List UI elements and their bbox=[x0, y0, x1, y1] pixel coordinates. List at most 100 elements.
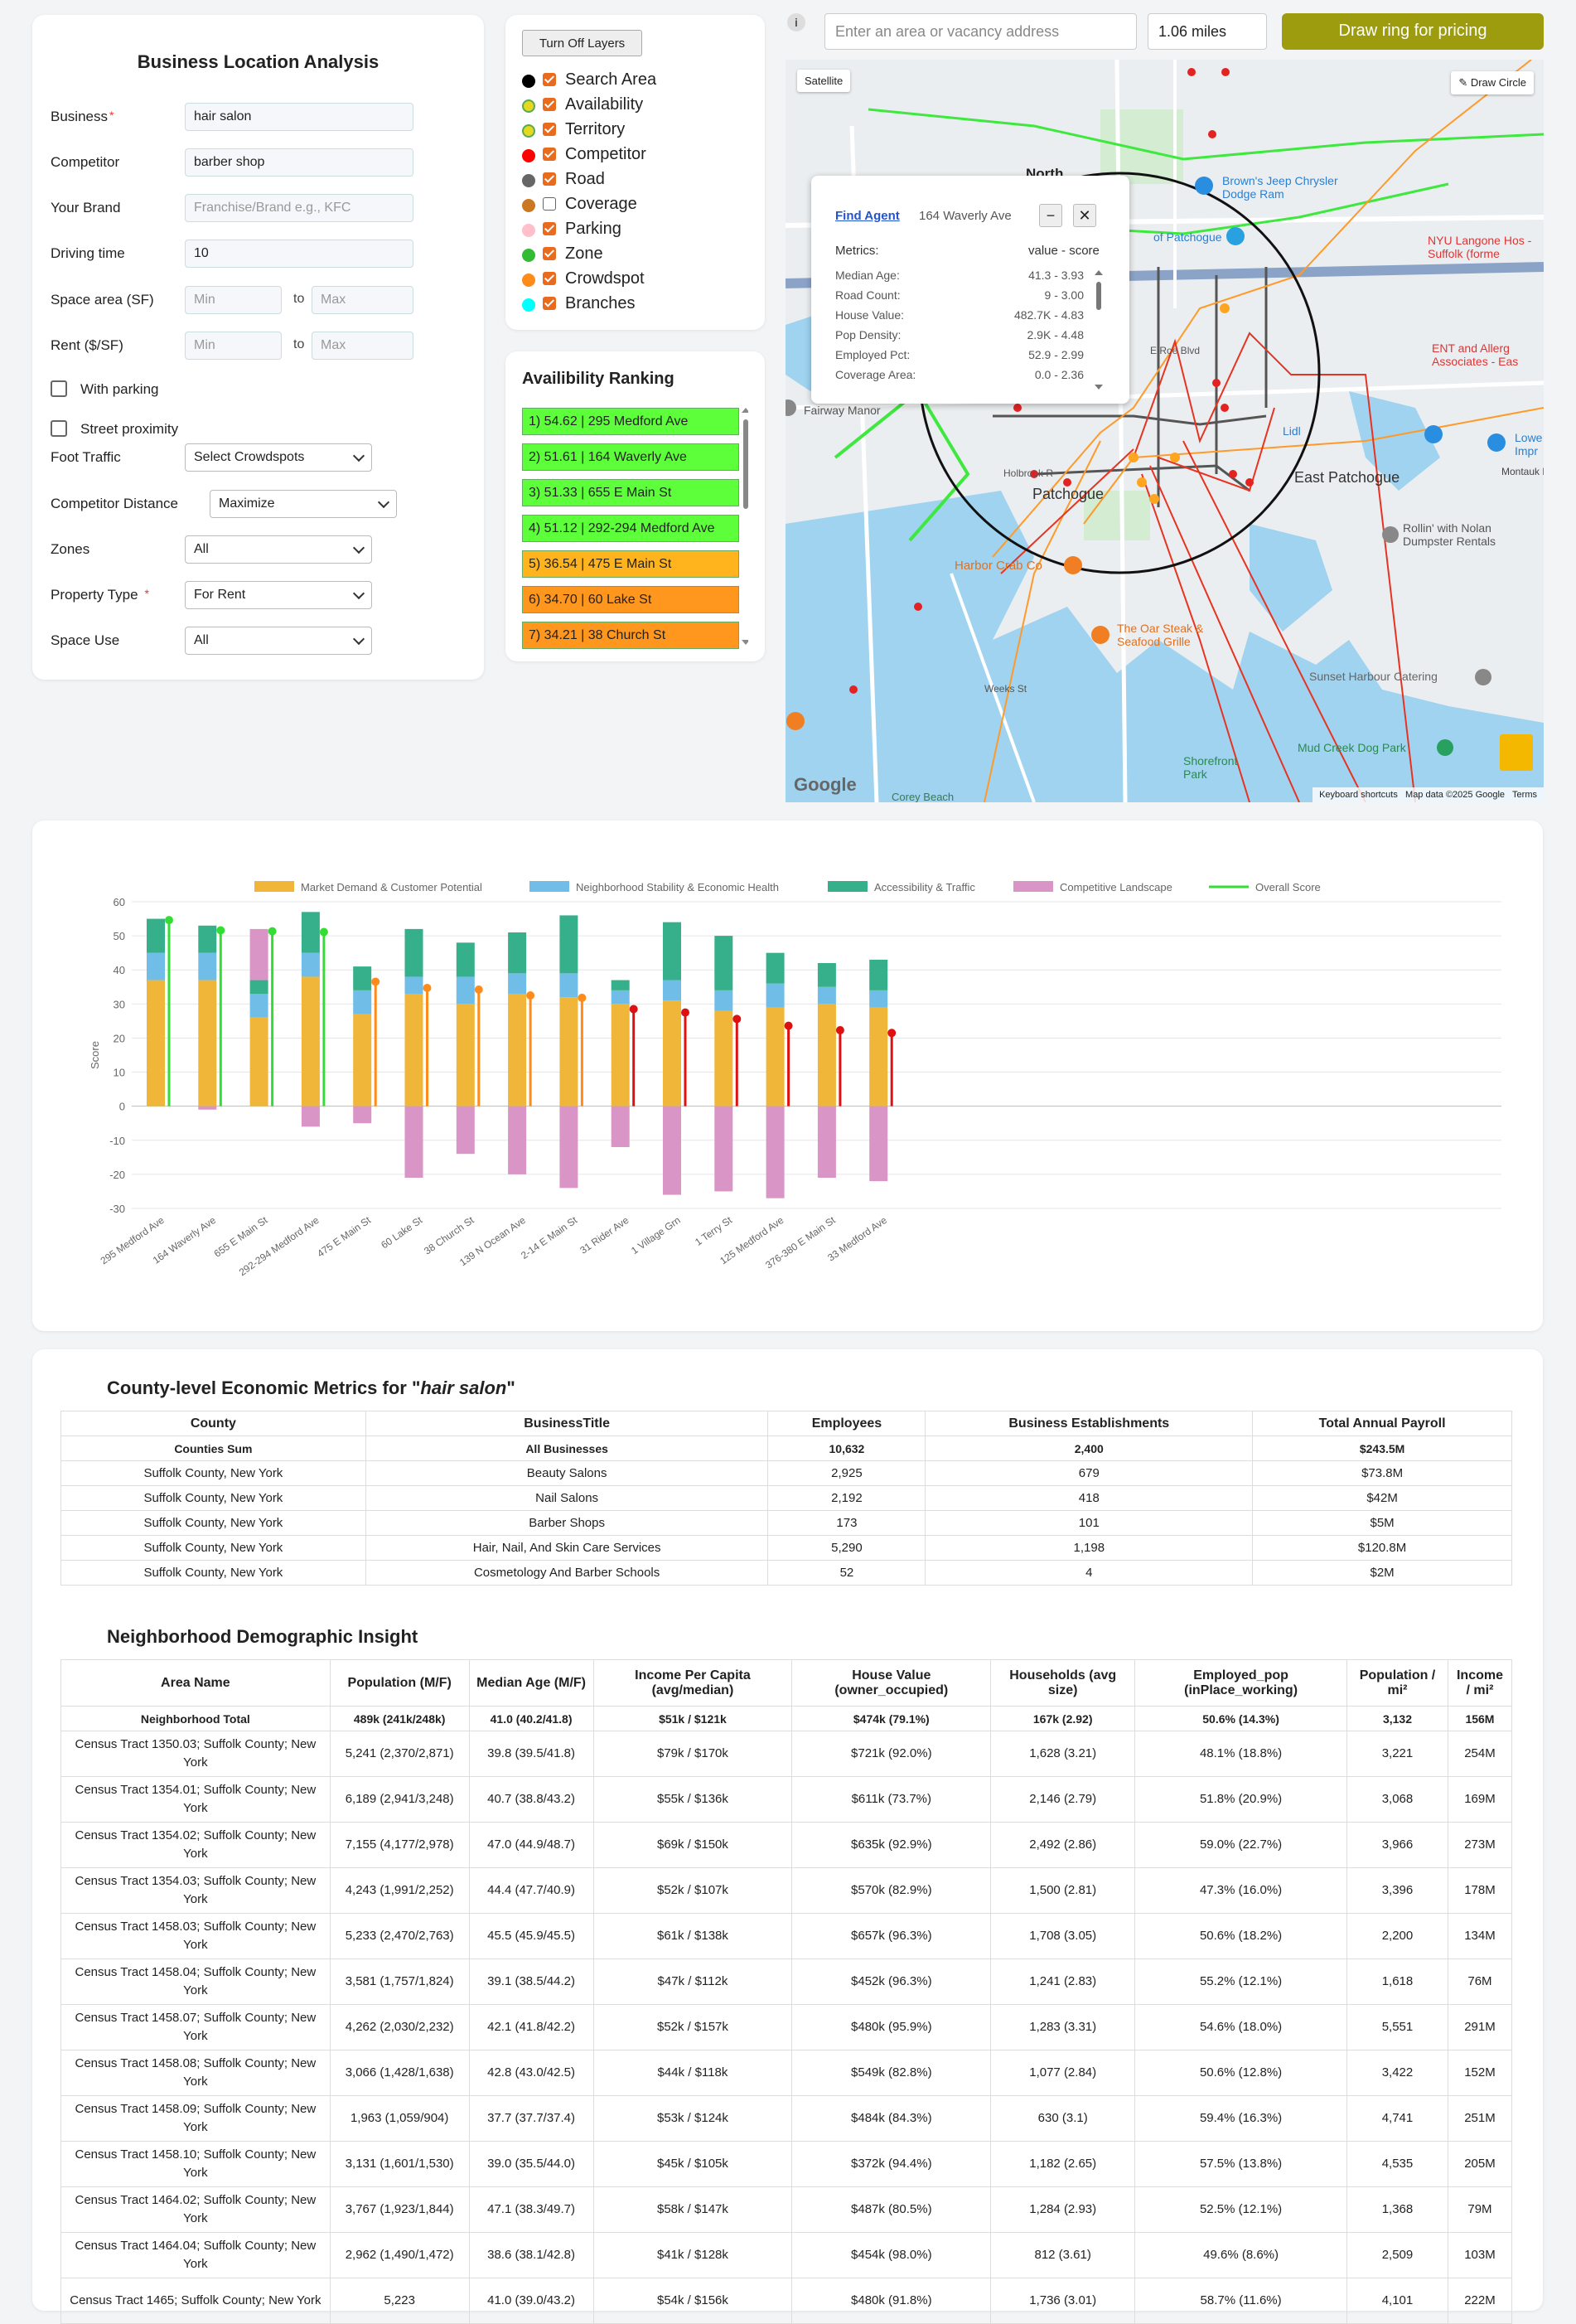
close-icon[interactable]: ✕ bbox=[1073, 204, 1096, 227]
legend-swatch[interactable] bbox=[828, 881, 868, 892]
driving-time-input[interactable]: 10 bbox=[185, 240, 413, 268]
bar-segment[interactable] bbox=[456, 1106, 475, 1155]
layer-checkbox[interactable] bbox=[543, 172, 556, 186]
bar-segment[interactable] bbox=[508, 1106, 527, 1174]
legend-label[interactable]: Accessibility & Traffic bbox=[874, 881, 975, 893]
layer-item[interactable]: Coverage bbox=[522, 194, 754, 215]
bar-segment[interactable] bbox=[611, 1106, 630, 1147]
bar-segment[interactable] bbox=[249, 928, 268, 980]
bar-segment[interactable] bbox=[508, 932, 527, 974]
bar-segment[interactable] bbox=[301, 952, 320, 977]
bar-segment[interactable] bbox=[663, 922, 681, 980]
terms-link[interactable]: Terms bbox=[1512, 790, 1537, 800]
turn-off-layers-button[interactable]: Turn Off Layers bbox=[522, 30, 642, 56]
ranking-item[interactable]: 2) 51.61 | 164 Waverly Ave bbox=[522, 443, 739, 471]
ranking-item[interactable]: 5) 36.54 | 475 E Main St bbox=[522, 550, 739, 578]
bar-segment[interactable] bbox=[353, 966, 372, 990]
overall-score-point[interactable] bbox=[681, 1008, 689, 1017]
bar-segment[interactable] bbox=[147, 952, 165, 980]
bar-segment[interactable] bbox=[869, 1007, 888, 1106]
draw-circle-button[interactable]: ✎ Draw Circle bbox=[1451, 71, 1534, 94]
bar-segment[interactable] bbox=[869, 990, 888, 1008]
layer-checkbox[interactable] bbox=[543, 98, 556, 111]
keyboard-shortcuts-link[interactable]: Keyboard shortcuts bbox=[1319, 790, 1398, 800]
bar-segment[interactable] bbox=[817, 963, 836, 987]
ranking-item[interactable]: 1) 54.62 | 295 Medford Ave bbox=[522, 408, 739, 435]
bar-segment[interactable] bbox=[663, 1106, 681, 1195]
property-type-select[interactable]: For Rent bbox=[185, 581, 372, 609]
overall-score-point[interactable] bbox=[268, 927, 277, 936]
competitor-distance-select[interactable]: Maximize bbox=[210, 490, 397, 518]
legend-swatch[interactable] bbox=[1013, 881, 1053, 892]
bar-segment[interactable] bbox=[198, 925, 217, 953]
street-view-pegman-icon[interactable] bbox=[1500, 734, 1533, 771]
info-icon[interactable]: i bbox=[787, 13, 805, 31]
bar-segment[interactable] bbox=[766, 952, 785, 984]
bar-segment[interactable] bbox=[714, 1010, 733, 1106]
layer-item[interactable]: Territory bbox=[522, 119, 754, 141]
layer-item[interactable]: Search Area bbox=[522, 70, 754, 91]
layer-item[interactable]: Crowdspot bbox=[522, 269, 754, 290]
bar-segment[interactable] bbox=[353, 1014, 372, 1106]
bar-segment[interactable] bbox=[611, 990, 630, 1005]
bar-segment[interactable] bbox=[663, 1000, 681, 1106]
layer-checkbox[interactable] bbox=[543, 272, 556, 285]
legend-swatch[interactable] bbox=[529, 881, 569, 892]
bar-segment[interactable] bbox=[353, 990, 372, 1014]
zones-select[interactable]: All bbox=[185, 535, 372, 564]
bar-segment[interactable] bbox=[663, 980, 681, 1001]
bar-segment[interactable] bbox=[198, 952, 217, 980]
overall-score-point[interactable] bbox=[526, 991, 535, 1000]
ranking-item[interactable]: 6) 34.70 | 60 Lake St bbox=[522, 586, 739, 613]
bar-segment[interactable] bbox=[766, 1106, 785, 1198]
minimize-icon[interactable]: − bbox=[1039, 204, 1062, 227]
bar-segment[interactable] bbox=[353, 1106, 372, 1124]
bar-segment[interactable] bbox=[508, 973, 527, 994]
bar-segment[interactable] bbox=[766, 983, 785, 1008]
bar-segment[interactable] bbox=[766, 1007, 785, 1106]
layer-checkbox[interactable] bbox=[543, 222, 556, 235]
bar-segment[interactable] bbox=[559, 915, 578, 974]
overall-score-point[interactable] bbox=[732, 1014, 742, 1024]
find-agent-link[interactable]: Find Agent bbox=[835, 209, 900, 223]
layer-checkbox[interactable] bbox=[543, 123, 556, 136]
layer-item[interactable]: Availability bbox=[522, 94, 754, 116]
vacancy-address-input[interactable]: Enter an area or vacancy address bbox=[824, 13, 1137, 50]
bar-segment[interactable] bbox=[456, 1004, 475, 1106]
ranking-scrollbar[interactable] bbox=[740, 406, 748, 646]
bar-segment[interactable] bbox=[869, 959, 888, 990]
bar-segment[interactable] bbox=[147, 980, 165, 1106]
map-view[interactable]: Satellite ✎ Draw Circle North Brown's Je… bbox=[786, 60, 1544, 802]
layer-item[interactable]: Zone bbox=[522, 244, 754, 265]
bar-segment[interactable] bbox=[147, 918, 165, 953]
brand-input[interactable]: Franchise/Brand e.g., KFC bbox=[185, 194, 413, 222]
overall-score-point[interactable] bbox=[784, 1021, 793, 1030]
satellite-toggle[interactable]: Satellite bbox=[797, 70, 851, 92]
space-area-min-input[interactable]: Min bbox=[185, 286, 282, 314]
competitor-input[interactable]: barber shop bbox=[185, 148, 413, 177]
bar-segment[interactable] bbox=[301, 912, 320, 953]
bar-segment[interactable] bbox=[198, 980, 217, 1106]
overall-score-point[interactable] bbox=[423, 984, 432, 993]
overall-score-point[interactable] bbox=[578, 993, 587, 1002]
bar-segment[interactable] bbox=[817, 986, 836, 1005]
bar-segment[interactable] bbox=[559, 973, 578, 998]
space-area-max-input[interactable]: Max bbox=[312, 286, 413, 314]
with-parking-checkbox[interactable] bbox=[51, 380, 67, 397]
layer-item[interactable]: Road bbox=[522, 169, 754, 191]
layer-checkbox[interactable] bbox=[543, 73, 556, 86]
legend-label[interactable]: Market Demand & Customer Potential bbox=[301, 881, 482, 893]
foot-traffic-select[interactable]: Select Crowdspots bbox=[185, 443, 372, 472]
space-use-select[interactable]: All bbox=[185, 627, 372, 655]
overall-score-point[interactable] bbox=[835, 1025, 844, 1034]
legend-label[interactable]: Neighborhood Stability & Economic Health bbox=[576, 881, 779, 893]
bar-segment[interactable] bbox=[611, 1004, 630, 1106]
legend-label[interactable]: Competitive Landscape bbox=[1060, 881, 1172, 893]
bar-segment[interactable] bbox=[301, 1106, 320, 1127]
overall-score-point[interactable] bbox=[629, 1005, 638, 1014]
bar-segment[interactable] bbox=[714, 936, 733, 990]
bar-segment[interactable] bbox=[611, 980, 630, 990]
radius-input[interactable]: 1.06 miles bbox=[1148, 13, 1267, 50]
overall-score-point[interactable] bbox=[216, 926, 225, 935]
layer-checkbox[interactable] bbox=[543, 148, 556, 161]
